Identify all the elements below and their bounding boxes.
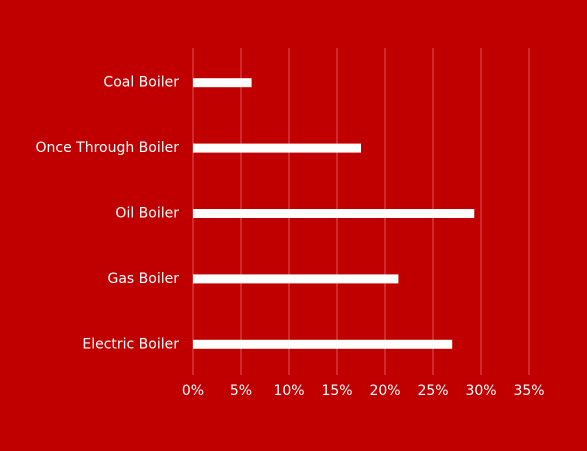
- x-tick-label: 10%: [273, 383, 304, 399]
- y-tick-label: Gas Boiler: [108, 271, 180, 287]
- bar: [193, 339, 453, 349]
- y-tick-label: Electric Boiler: [82, 336, 179, 352]
- y-tick-label: Coal Boiler: [103, 75, 179, 91]
- x-tick-label: 5%: [230, 383, 252, 399]
- x-tick-label: 15%: [321, 383, 352, 399]
- x-tick-label: 35%: [513, 383, 544, 399]
- y-tick-label: Once Through Boiler: [36, 140, 180, 156]
- x-tick-label: 30%: [465, 383, 496, 399]
- y-tick-label: Oil Boiler: [115, 206, 179, 222]
- bar: [193, 274, 399, 284]
- bar: [193, 143, 361, 153]
- bar: [193, 78, 252, 88]
- bar: [193, 209, 475, 218]
- x-tick-label: 20%: [369, 383, 400, 399]
- x-tick-label: 25%: [417, 383, 448, 399]
- x-tick-label: 0%: [182, 383, 204, 399]
